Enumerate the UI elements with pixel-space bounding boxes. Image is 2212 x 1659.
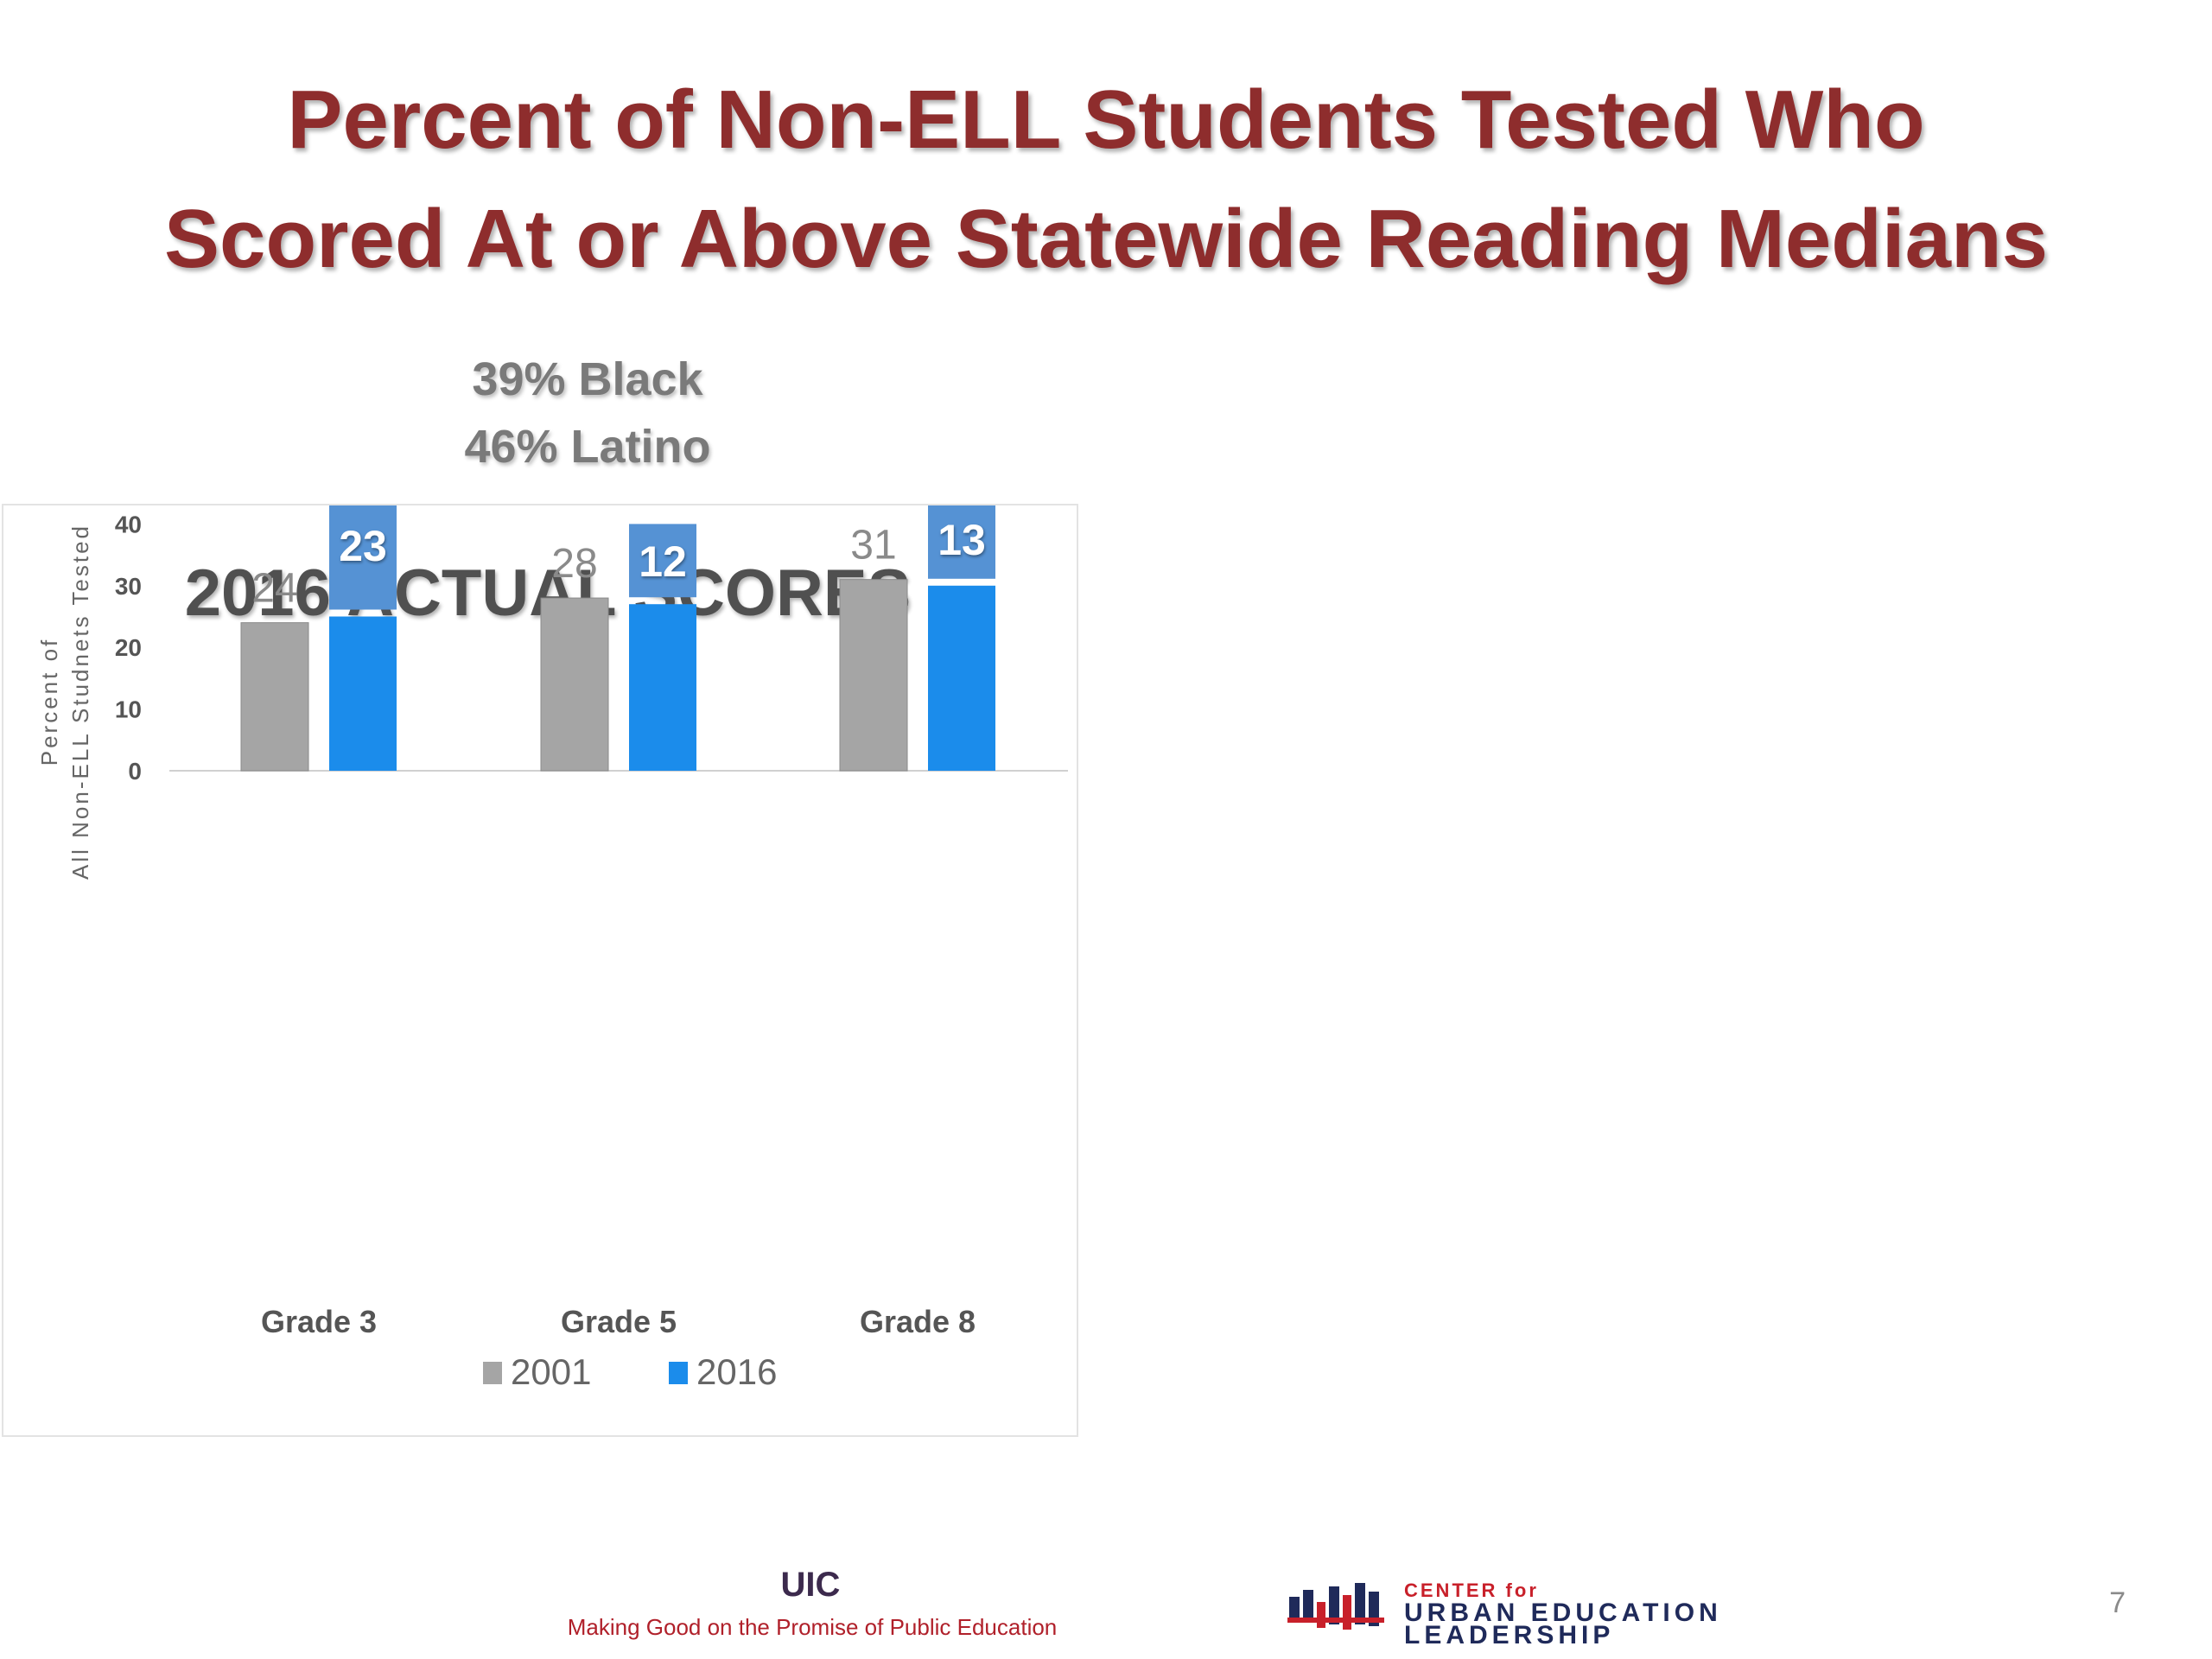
bar-2016-total-label: 40 <box>637 505 689 512</box>
y-axis-label-line-2: All Non-ELL Studnets Tested <box>67 524 93 880</box>
x-category-label: Grade 5 <box>561 1304 677 1339</box>
y-axis-label-line-1: Percent of <box>36 638 62 766</box>
cuel-logo-icon <box>1287 1583 1384 1630</box>
bar-2001 <box>540 597 609 772</box>
chart-panel: 2016 ACTUAL SCORES Percent of All Non-ELL … <box>2 504 1078 1437</box>
bar-2001 <box>839 579 908 772</box>
demographics-latino: 46% Latino <box>464 421 711 473</box>
bar-2001-value-label: 31 <box>850 523 896 569</box>
legend-swatch <box>483 1362 502 1384</box>
bar-2016-gain-segment <box>329 505 397 610</box>
y-tick-label: 40 <box>115 511 142 537</box>
y-tick-label: 30 <box>115 573 142 600</box>
x-category-label: Grade 3 <box>261 1304 377 1339</box>
demographics-note: 39% Black 46% Latino <box>415 346 760 480</box>
slide-title: Percent of Non-ELL Students Tested Who S… <box>52 60 2160 299</box>
bar-2016 <box>629 604 696 771</box>
x-category-label: Grade 8 <box>860 1304 976 1339</box>
bar-2016 <box>329 616 397 771</box>
bar-2016 <box>928 585 995 771</box>
cuel-line-2: LEADERSHIP <box>1404 1621 1615 1649</box>
y-tick-label: 10 <box>115 696 142 723</box>
title-line-1: Percent of Non-ELL Students Tested Who <box>287 73 1925 166</box>
page-number: 7 <box>2109 1586 2126 1619</box>
cuel-center-label: CENTER for <box>1404 1580 1539 1601</box>
bar-2016-gain-label: 13 <box>938 516 986 564</box>
bar-2016-gain-label: 23 <box>339 522 387 570</box>
y-tick-label: 0 <box>128 758 142 785</box>
uic-tagline: Making Good on the Promise of Public Edu… <box>567 1614 1058 1640</box>
bar-2001-value-label: 28 <box>551 541 597 587</box>
cuel-line-1: URBAN EDUCATION <box>1404 1599 1722 1627</box>
legend-label: 2016 <box>696 1351 777 1392</box>
y-tick-label: 20 <box>115 634 142 661</box>
legend-swatch <box>669 1362 688 1384</box>
title-line-2: Scored At or Above Statewide Reading Med… <box>164 193 2048 285</box>
bar-2016-gain-label: 12 <box>639 537 687 586</box>
bar-2001-value-label: 24 <box>251 566 297 612</box>
bar-2001 <box>240 622 309 772</box>
demographics-black: 39% Black <box>472 353 703 405</box>
bar-2016-gain-segment <box>928 505 995 579</box>
uic-logo: UIC <box>780 1566 841 1604</box>
cuel-wordmark: CENTER for URBAN EDUCATION LEADERSHIP <box>1404 1580 1722 1649</box>
legend-label: 2001 <box>511 1351 591 1392</box>
bar-2016-gain-segment <box>629 524 696 598</box>
